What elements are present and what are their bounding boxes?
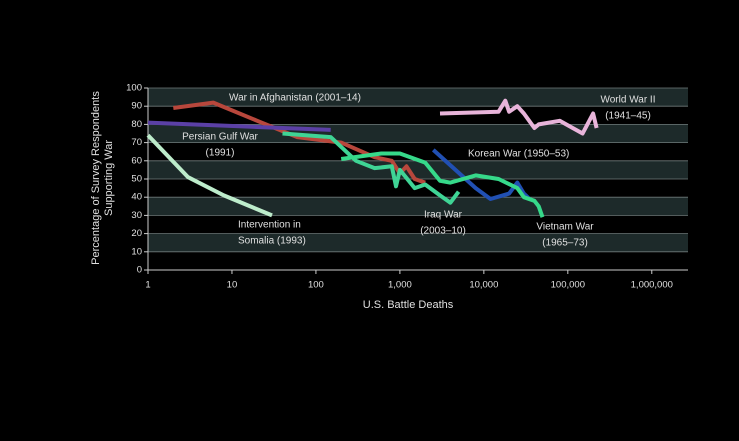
series-label: World War II <box>600 95 655 106</box>
series-label: (1965–73) <box>542 238 588 249</box>
y-tick-label: 60 <box>131 155 142 166</box>
x-tick-label: 100 <box>308 280 324 291</box>
series-label: Intervention in <box>238 220 301 231</box>
series-line <box>439 98 599 136</box>
x-tick-label: 10 <box>227 280 238 291</box>
x-tick-label: 1,000,000 <box>631 280 673 291</box>
y-tick-label: 100 <box>126 83 142 94</box>
x-axis-label: U.S. Battle Deaths <box>363 299 454 311</box>
series-label: Somalia (1993) <box>238 236 306 247</box>
y-tick-label: 70 <box>131 137 142 148</box>
x-tick-label: 1,000 <box>388 280 412 291</box>
y-tick-label: 80 <box>131 119 142 130</box>
grid-band <box>148 88 688 107</box>
y-tick-label: 90 <box>131 101 142 112</box>
y-tick-label: 40 <box>131 192 142 203</box>
series-label: (1941–45) <box>605 111 651 122</box>
series-line <box>340 151 545 218</box>
y-tick-label: 50 <box>131 174 142 185</box>
series-line <box>147 120 331 132</box>
y-axis-label: Supporting War <box>103 140 115 216</box>
series-line <box>431 148 531 201</box>
series-label: Iraq War <box>424 210 463 221</box>
series-label: (2003–10) <box>420 226 466 237</box>
series-label: Vietnam War <box>536 222 594 233</box>
x-tick-label: 100,000 <box>551 280 585 291</box>
grid-band <box>148 233 688 252</box>
y-tick-label: 10 <box>131 246 142 257</box>
y-tick-label: 0 <box>137 265 142 276</box>
grid-band <box>148 160 688 179</box>
series-line <box>173 100 426 185</box>
y-tick-label: 30 <box>131 210 142 221</box>
series-label: War in Afghanistan (2001–14) <box>229 93 361 104</box>
y-axis-label: Percentage of Survey Respondents <box>90 91 102 265</box>
y-tick-label: 20 <box>131 228 142 239</box>
series-label: (1991) <box>206 148 235 159</box>
series-line <box>146 133 273 218</box>
grid-band <box>148 197 688 216</box>
x-tick-label: 10,000 <box>469 280 498 291</box>
x-tick-label: 1 <box>145 280 150 291</box>
series-label: Persian Gulf War <box>182 132 258 143</box>
series-label: Korean War (1950–53) <box>468 149 569 160</box>
